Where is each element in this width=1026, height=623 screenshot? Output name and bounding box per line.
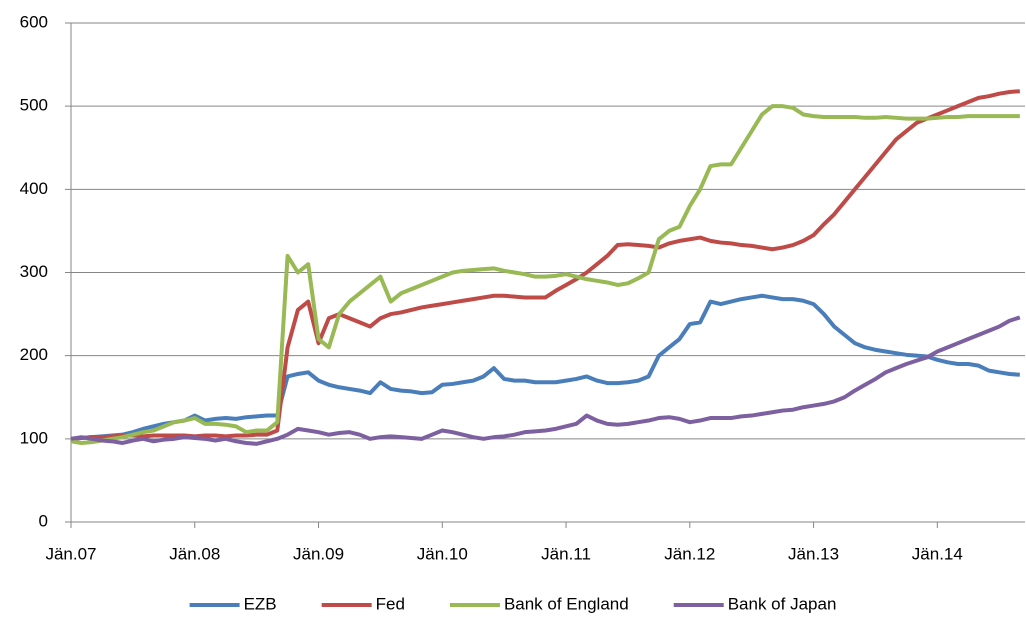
y-tick-label: 200 xyxy=(20,345,48,364)
data-line xyxy=(70,315,1021,446)
y-tick-label: 0 xyxy=(39,511,48,530)
y-tick-label: 400 xyxy=(20,179,48,198)
legend-label: Bank of Japan xyxy=(728,594,837,613)
x-tick-label: Jän.12 xyxy=(664,544,715,563)
x-tick-label: Jän.09 xyxy=(293,544,344,563)
legend-label: EZB xyxy=(244,594,277,613)
data-line xyxy=(70,104,1020,445)
x-tick-label: Jän.14 xyxy=(912,544,963,563)
x-tick-label: Jän.10 xyxy=(417,544,468,563)
x-tick-label: Jän.11 xyxy=(541,544,591,563)
data-line xyxy=(70,293,1021,441)
legend-label: Fed xyxy=(376,594,405,613)
legend-label: Bank of England xyxy=(504,594,629,613)
data-line xyxy=(70,89,1021,441)
y-tick-label: 600 xyxy=(20,12,48,31)
x-tick-label: Jän.13 xyxy=(788,544,839,563)
y-tick-label: 100 xyxy=(20,428,48,447)
x-tick-label: Jän.08 xyxy=(169,544,220,563)
y-tick-label: 500 xyxy=(20,96,48,115)
x-tick-label: Jän.07 xyxy=(45,544,96,563)
y-tick-label: 300 xyxy=(20,262,48,281)
